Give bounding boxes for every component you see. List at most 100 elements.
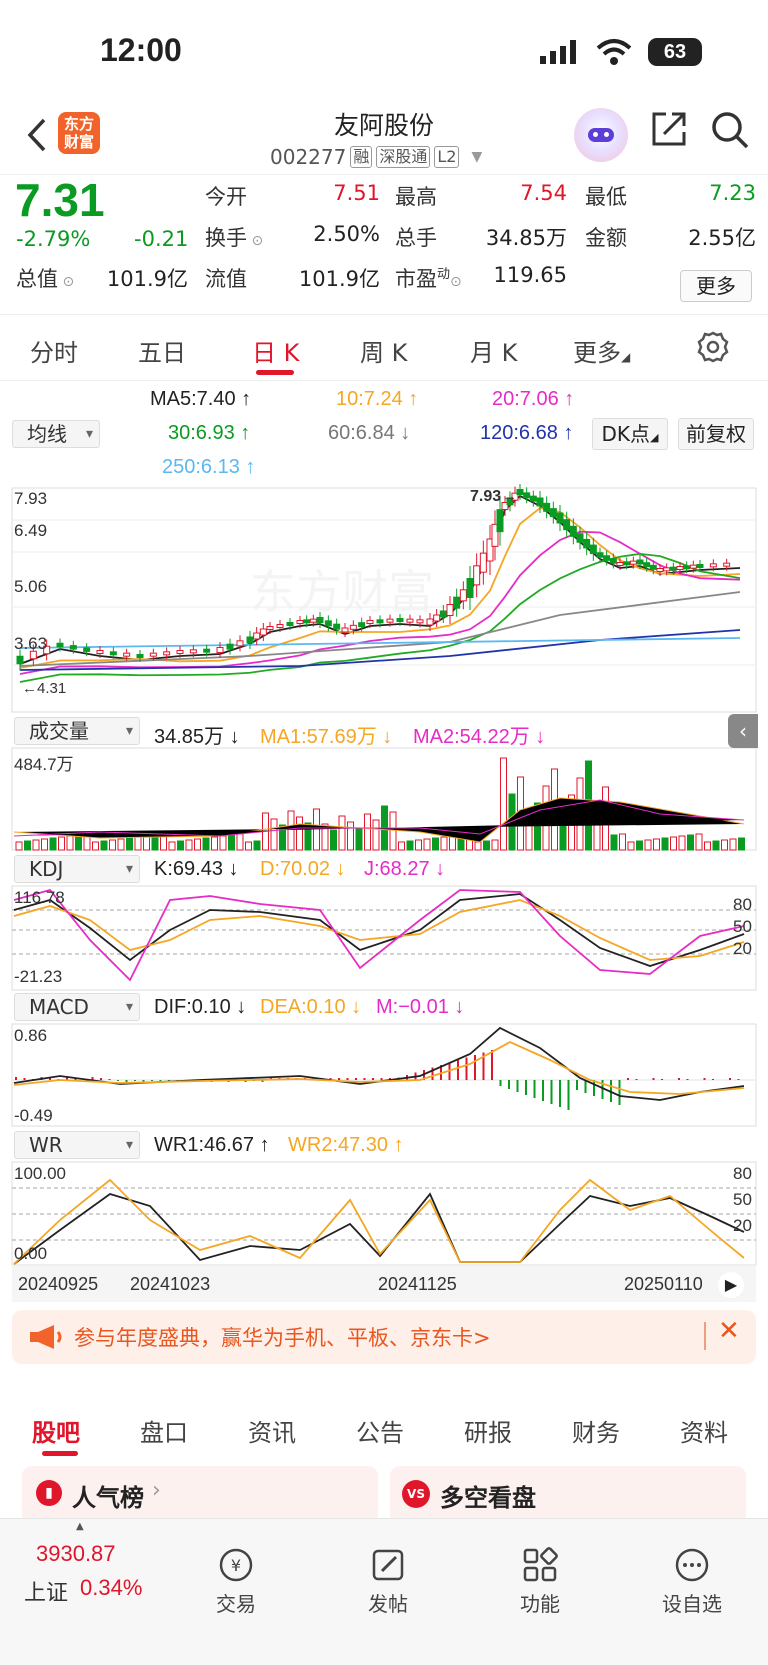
chevron-right-icon[interactable]: ▶ <box>718 1272 744 1298</box>
volume-bar <box>678 835 686 851</box>
ma5-value: MA5:7.40 ↑ <box>150 388 252 410</box>
tab-forum[interactable]: 股吧 <box>32 1419 80 1447</box>
wifi-icon <box>596 39 632 65</box>
candle <box>189 649 197 654</box>
volume-bar <box>100 840 108 851</box>
app-logo[interactable]: 东方 财富 <box>58 112 100 154</box>
kline-label-2: 6.49 <box>14 521 48 540</box>
volume-selector[interactable]: 成交量 <box>14 717 140 745</box>
candle <box>43 645 51 655</box>
macd-dif: DIF:0.10 ↓ <box>154 996 247 1018</box>
candle <box>396 618 404 622</box>
promo-text: 参与年度盛典，赢华为手机、平板、京东卡> <box>74 1326 491 1350</box>
candle <box>479 552 487 573</box>
candle <box>96 650 104 654</box>
tab-orderbook[interactable]: 盘口 <box>140 1419 188 1447</box>
date-2: 20241023 <box>130 1274 211 1294</box>
tab-news[interactable]: 资讯 <box>248 1419 296 1447</box>
tab-daily-k[interactable]: 日 K <box>252 339 300 367</box>
tab-intraday[interactable]: 分时 <box>30 339 78 367</box>
kline-chart[interactable]: 东方财富 <box>0 480 768 1300</box>
candle <box>609 558 617 564</box>
stock-code-row[interactable]: 002277 融 深股通 L2 ▼ <box>270 144 482 170</box>
tab-research[interactable]: 研报 <box>464 1419 512 1447</box>
tab-announcements[interactable]: 公告 <box>356 1419 404 1447</box>
wr2-line <box>13 1178 745 1265</box>
macd-frame <box>11 1023 757 1127</box>
volume-bar <box>712 840 720 851</box>
status-bar: 12:00 63 <box>0 0 768 100</box>
pe-label[interactable]: 市盈动⊙ <box>395 267 462 291</box>
bull-bear-card[interactable]: VS 多空看盘 <box>390 1466 746 1518</box>
dk-point-button[interactable]: DK点◢ <box>592 418 668 450</box>
settings-icon[interactable] <box>696 330 730 364</box>
candle <box>453 596 461 609</box>
macd-selector[interactable]: MACD <box>14 993 140 1021</box>
share-icon[interactable] <box>650 110 688 148</box>
nav-trade[interactable]: ¥ 交易 <box>181 1547 291 1617</box>
ma-selector[interactable]: 均线 <box>12 420 100 448</box>
wr-level-50: 50 <box>733 1190 752 1209</box>
tab-monthly-k[interactable]: 月 K <box>470 339 518 367</box>
close-icon[interactable]: ✕ <box>718 1316 740 1346</box>
kline-label-3: 5.06 <box>14 577 48 596</box>
volume-bar <box>117 838 125 851</box>
back-icon[interactable] <box>22 116 52 154</box>
volume-ma1: MA1:57.69万 ↓ <box>260 726 393 748</box>
candle <box>426 618 434 626</box>
candle <box>216 647 224 653</box>
nav-functions-label: 功能 <box>520 1592 560 1616</box>
candle <box>583 538 591 549</box>
volume-bar <box>185 839 193 851</box>
nav-watchlist-label: 设自选 <box>662 1592 722 1616</box>
nav-watchlist[interactable]: 设自选 <box>637 1547 747 1617</box>
tab-profile[interactable]: 资料 <box>680 1419 728 1447</box>
candle <box>589 544 597 555</box>
peak-marker: 7.93→ <box>470 488 518 505</box>
volume-bar <box>109 839 116 851</box>
nav-functions[interactable]: 功能 <box>485 1547 595 1617</box>
candle <box>549 508 557 518</box>
candle <box>246 636 254 644</box>
dropdown-icon: ▼ <box>471 149 483 165</box>
candle <box>83 647 91 652</box>
candle <box>629 560 637 565</box>
index-value[interactable]: 3930.87 <box>36 1541 116 1566</box>
assistant-avatar[interactable] <box>574 108 628 162</box>
promo-banner[interactable]: 参与年度盛典，赢华为手机、平板、京东卡> ✕ <box>12 1310 756 1364</box>
candle <box>236 640 244 647</box>
volume-bar <box>279 824 286 851</box>
volume-bar <box>627 841 635 851</box>
kdj-selector[interactable]: KDJ <box>14 855 140 883</box>
kdj-level-80: 80 <box>733 895 752 914</box>
popularity-card[interactable]: ▮ 人气榜 › <box>22 1466 378 1518</box>
kdj-level-50: 50 <box>733 917 752 936</box>
nav-post[interactable]: 发帖 <box>333 1547 443 1617</box>
tab-weekly-k[interactable]: 周 K <box>360 339 408 367</box>
search-icon[interactable] <box>710 110 750 150</box>
mktcap-label[interactable]: 总值 ⊙ <box>16 267 75 291</box>
volume-bar <box>49 837 57 851</box>
candle <box>459 589 467 602</box>
wr-selector[interactable]: WR <box>14 1131 140 1159</box>
volume-bar <box>661 837 669 851</box>
turnover-label[interactable]: 换手 ⊙ <box>205 226 264 250</box>
stock-code: 002277 <box>270 145 347 169</box>
collapse-icon[interactable]: ‹ <box>728 714 758 748</box>
candle <box>486 538 494 562</box>
macd-dea-line <box>13 1040 745 1095</box>
volume-bar <box>92 841 99 851</box>
active-tab-indicator <box>42 1451 78 1456</box>
adjust-button[interactable]: 前复权 <box>678 418 754 450</box>
change-percent: -2.79% <box>16 227 91 251</box>
candle <box>466 578 474 598</box>
more-button[interactable]: 更多 <box>680 270 752 302</box>
tab-financials[interactable]: 财务 <box>572 1419 620 1447</box>
volume-bar <box>398 841 405 851</box>
macd-min-label: -0.49 <box>14 1106 53 1125</box>
volume-bar <box>270 818 278 851</box>
tab-five-day[interactable]: 五日 <box>138 339 186 367</box>
open-value: 7.51 <box>333 181 380 205</box>
candle <box>149 652 157 657</box>
tab-more[interactable]: 更多◢ <box>573 339 631 367</box>
